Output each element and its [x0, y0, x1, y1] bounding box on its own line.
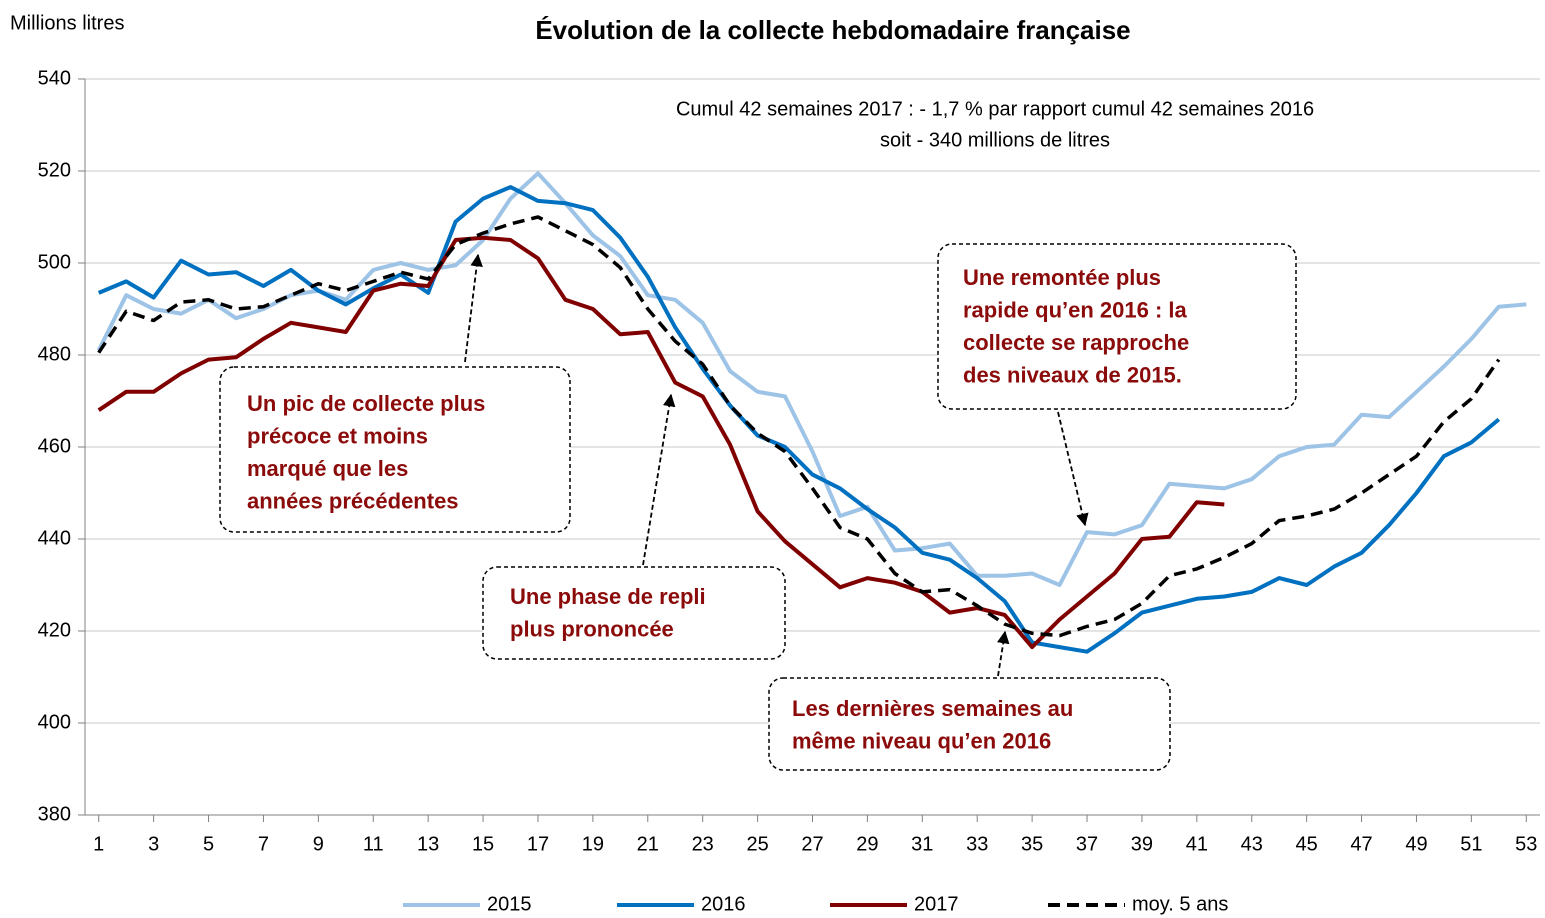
- y-tick-label: 500: [38, 251, 71, 273]
- y-tick-label: 400: [38, 711, 71, 733]
- annotation-box: [482, 566, 786, 660]
- x-tick-label: 5: [203, 833, 214, 855]
- y-tick-label: 420: [38, 619, 71, 641]
- annotation-arrow: [642, 393, 676, 566]
- y-axis-label: Millions litres: [10, 12, 124, 34]
- x-tick-label: 11: [363, 833, 384, 855]
- x-tick-label: 13: [417, 833, 439, 855]
- legend-label: moy. 5 ans: [1132, 893, 1228, 915]
- annotation-text: Les dernières semaines au: [792, 696, 1073, 721]
- y-tick-label: 540: [38, 67, 71, 89]
- x-tick-label: 21: [637, 833, 659, 855]
- x-tick-label: 39: [1131, 833, 1153, 855]
- annotation-text: plus prononcée: [510, 616, 674, 641]
- x-tick-label: 37: [1076, 833, 1098, 855]
- x-tick-label: 49: [1405, 833, 1427, 855]
- x-tick-label: 45: [1296, 833, 1318, 855]
- annotation-text: Une remontée plus: [963, 265, 1161, 290]
- annotation-text: même niveau qu’en 2016: [792, 728, 1051, 753]
- annotation-text: Une phase de repli: [510, 584, 706, 609]
- annotation-text: années précédentes: [247, 488, 459, 513]
- x-tick-label: 25: [746, 833, 768, 855]
- annotation-text: Un pic de collecte plus: [247, 391, 485, 416]
- annotation-arrow: [996, 630, 1010, 677]
- annotation-arrow: [464, 253, 483, 363]
- x-tick-label: 27: [801, 833, 823, 855]
- annotation-text: collecte se rapproche: [963, 330, 1189, 355]
- chart-title: Évolution de la collecte hebdomadaire fr…: [535, 15, 1130, 45]
- x-tick-label: 1: [93, 833, 104, 855]
- subtitle: Cumul 42 semaines 2017 : - 1,7 % par rap…: [676, 98, 1314, 120]
- x-tick-label: 15: [472, 833, 494, 855]
- x-tick-label: 53: [1515, 833, 1537, 855]
- x-tick-label: 19: [582, 833, 604, 855]
- x-tick-label: 51: [1460, 833, 1482, 855]
- series-line: [97, 235, 1225, 650]
- x-tick-label: 3: [148, 833, 159, 855]
- series-line: [96, 171, 1527, 587]
- x-tick-label: 7: [258, 833, 269, 855]
- y-tick-label: 440: [38, 527, 71, 549]
- legend-label: 2017: [914, 893, 959, 915]
- x-tick-label: 17: [527, 833, 549, 855]
- annotation-box: [768, 677, 1171, 771]
- annotation-box: [219, 366, 571, 533]
- legend-label: 2015: [487, 893, 532, 915]
- annotation-text: précoce et moins: [247, 423, 428, 448]
- legend-label: 2016: [701, 893, 746, 915]
- y-tick-label: 460: [38, 435, 71, 457]
- subtitle: soit - 340 millions de litres: [880, 129, 1110, 151]
- x-tick-label: 23: [692, 833, 714, 855]
- x-tick-label: 31: [911, 833, 933, 855]
- x-tick-label: 29: [856, 833, 878, 855]
- annotation-text: rapide qu’en 2016 : la: [963, 297, 1188, 322]
- x-tick-label: 35: [1021, 833, 1043, 855]
- x-tick-label: 43: [1241, 833, 1263, 855]
- x-tick-label: 47: [1350, 833, 1372, 855]
- annotation-box: [937, 243, 1297, 410]
- y-tick-label: 480: [38, 343, 71, 365]
- x-tick-label: 41: [1186, 833, 1208, 855]
- series-line: [97, 215, 1501, 638]
- annotation-text: des niveaux de 2015.: [963, 362, 1182, 387]
- y-tick-label: 380: [38, 803, 71, 825]
- annotation-text: marqué que les: [247, 456, 408, 481]
- x-tick-label: 9: [313, 833, 324, 855]
- series-line: [97, 185, 1501, 654]
- annotation-arrow: [1057, 411, 1089, 527]
- x-tick-label: 33: [966, 833, 988, 855]
- y-tick-label: 520: [38, 159, 71, 181]
